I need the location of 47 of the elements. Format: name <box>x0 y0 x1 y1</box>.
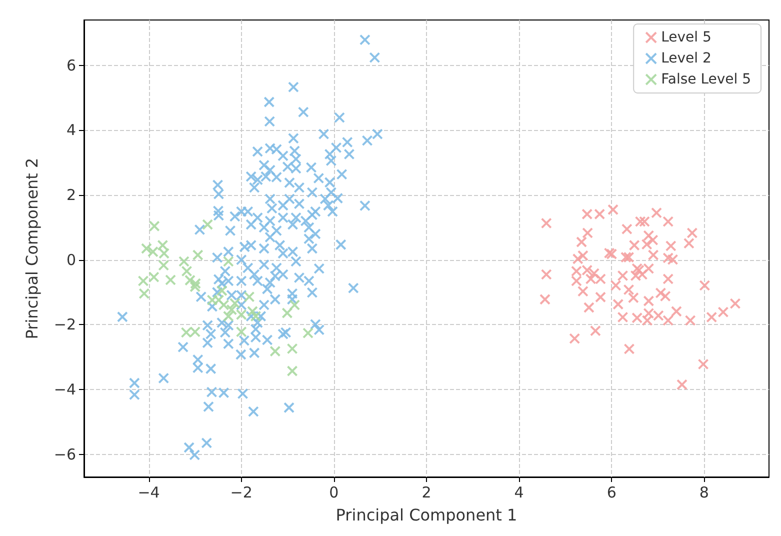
y-tick-label: 0 <box>66 250 76 269</box>
point <box>206 294 218 306</box>
point <box>289 299 300 310</box>
point <box>246 306 258 317</box>
legend-label: False Level 5 <box>661 72 751 88</box>
point <box>286 366 298 377</box>
point <box>236 326 247 338</box>
point <box>190 278 202 290</box>
y-tick-label: −6 <box>54 445 76 464</box>
point <box>222 256 234 267</box>
legend-label: Level 2 <box>661 50 712 66</box>
x-tick-label: 6 <box>606 484 616 502</box>
y-tick-label: −2 <box>54 316 76 334</box>
point <box>165 274 176 286</box>
x-tick-label: 8 <box>699 484 709 502</box>
y-axis-title: Principal Component 2 <box>22 158 42 340</box>
y-tick-label: −4 <box>54 380 76 398</box>
point <box>202 219 214 230</box>
point <box>192 249 204 260</box>
point <box>140 243 152 254</box>
x-tick-label: 4 <box>514 484 524 502</box>
point <box>190 326 201 338</box>
x-axis-title: Principal Component 1 <box>336 506 518 524</box>
point <box>236 309 247 320</box>
point <box>270 346 281 357</box>
point <box>226 304 238 316</box>
x-tick-label: −4 <box>138 484 160 502</box>
point <box>286 343 298 354</box>
x-tick-label: 2 <box>422 484 432 502</box>
point <box>250 310 262 322</box>
point <box>147 246 158 258</box>
point <box>302 328 314 339</box>
point <box>190 281 201 292</box>
y-tick-label: 4 <box>66 121 76 140</box>
point <box>218 299 230 310</box>
x-tick-label: −2 <box>230 484 252 502</box>
point <box>229 298 240 309</box>
point <box>222 310 234 322</box>
point <box>282 308 293 318</box>
point <box>148 220 160 232</box>
point <box>180 326 192 338</box>
legend-label: Level 5 <box>661 30 712 46</box>
point <box>148 272 160 283</box>
y-tick-label: 2 <box>66 186 76 204</box>
point <box>244 291 255 302</box>
y-tick-label: 6 <box>66 56 76 74</box>
x-tick-label: 0 <box>329 484 339 502</box>
